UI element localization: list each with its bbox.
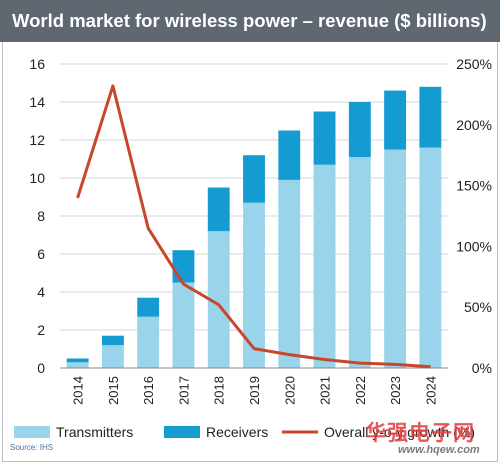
x-tick-label: 2024 <box>423 376 438 405</box>
growth-point <box>288 354 290 356</box>
y2-tick-label: 250% <box>456 56 492 72</box>
legend-swatch-receivers <box>164 426 200 438</box>
chart-title: World market for wireless power – revenu… <box>0 0 500 42</box>
bar-transmitters <box>348 157 371 368</box>
x-tick-label: 2015 <box>106 376 121 405</box>
bar-transmitters <box>313 164 336 368</box>
y-tick-label: 10 <box>29 170 45 186</box>
legend-label-receivers: Receivers <box>206 424 268 440</box>
watermark-url: www.hqew.com <box>398 444 480 456</box>
bar-transmitters <box>419 147 442 368</box>
legend-label-transmitters: Transmitters <box>56 424 133 440</box>
bar-receivers <box>419 86 442 148</box>
growth-point <box>77 197 79 199</box>
bar-receivers <box>243 155 265 203</box>
growth-point <box>147 227 149 229</box>
legend-swatch-transmitters <box>14 426 50 438</box>
bar-transmitters <box>101 345 124 368</box>
bar-receivers <box>278 130 301 180</box>
growth-point <box>112 85 114 87</box>
bar-transmitters <box>172 282 195 368</box>
bar-receivers <box>66 358 89 363</box>
x-tick-label: 2014 <box>71 376 86 405</box>
bar-receivers <box>384 90 407 150</box>
y2-tick-label: 150% <box>456 178 492 194</box>
bar-receivers <box>172 250 195 283</box>
bar-transmitters <box>384 149 407 368</box>
y-tick-label: 2 <box>37 322 45 338</box>
x-tick-label: 2023 <box>388 376 403 405</box>
y2-tick-label: 200% <box>456 117 492 133</box>
x-tick-label: 2017 <box>176 376 191 405</box>
bar-transmitters <box>243 202 265 368</box>
x-tick-label: 2021 <box>318 376 333 405</box>
bar-receivers <box>348 102 371 158</box>
legend-label-growth: Overall y-o-y growth (%) <box>324 424 475 440</box>
bar-transmitters <box>66 362 89 368</box>
bar-receivers <box>313 111 336 165</box>
growth-point <box>324 358 326 360</box>
growth-point <box>182 283 184 285</box>
y2-tick-label: 50% <box>464 299 492 315</box>
y-tick-label: 0 <box>37 360 45 376</box>
y-tick-label: 6 <box>37 246 45 262</box>
growth-point <box>429 366 431 368</box>
bar-receivers <box>101 335 124 346</box>
x-tick-label: 2016 <box>141 376 156 405</box>
x-tick-label: 2019 <box>247 376 262 405</box>
bar-transmitters <box>137 316 160 368</box>
y-tick-label: 4 <box>37 284 45 300</box>
watermark-logo: 华强电子网 <box>365 422 475 445</box>
y-tick-label: 12 <box>29 132 45 148</box>
growth-point <box>394 363 396 365</box>
chart-frame <box>2 42 498 462</box>
bar-receivers <box>207 187 230 232</box>
x-tick-label: 2022 <box>353 376 368 405</box>
bar-transmitters <box>207 231 230 368</box>
growth-point <box>253 348 255 350</box>
y-tick-label: 8 <box>37 208 45 224</box>
x-tick-label: 2018 <box>212 376 227 405</box>
bar-transmitters <box>278 179 301 368</box>
y-tick-label: 16 <box>29 56 45 72</box>
bar-receivers <box>137 297 160 317</box>
y-tick-label: 14 <box>29 94 45 110</box>
x-tick-label: 2020 <box>282 376 297 405</box>
growth-point <box>218 304 220 306</box>
y2-tick-label: 0% <box>472 360 492 376</box>
growth-point <box>359 362 361 364</box>
y2-tick-label: 100% <box>456 238 492 254</box>
source-note: Source: IHS <box>10 443 54 452</box>
